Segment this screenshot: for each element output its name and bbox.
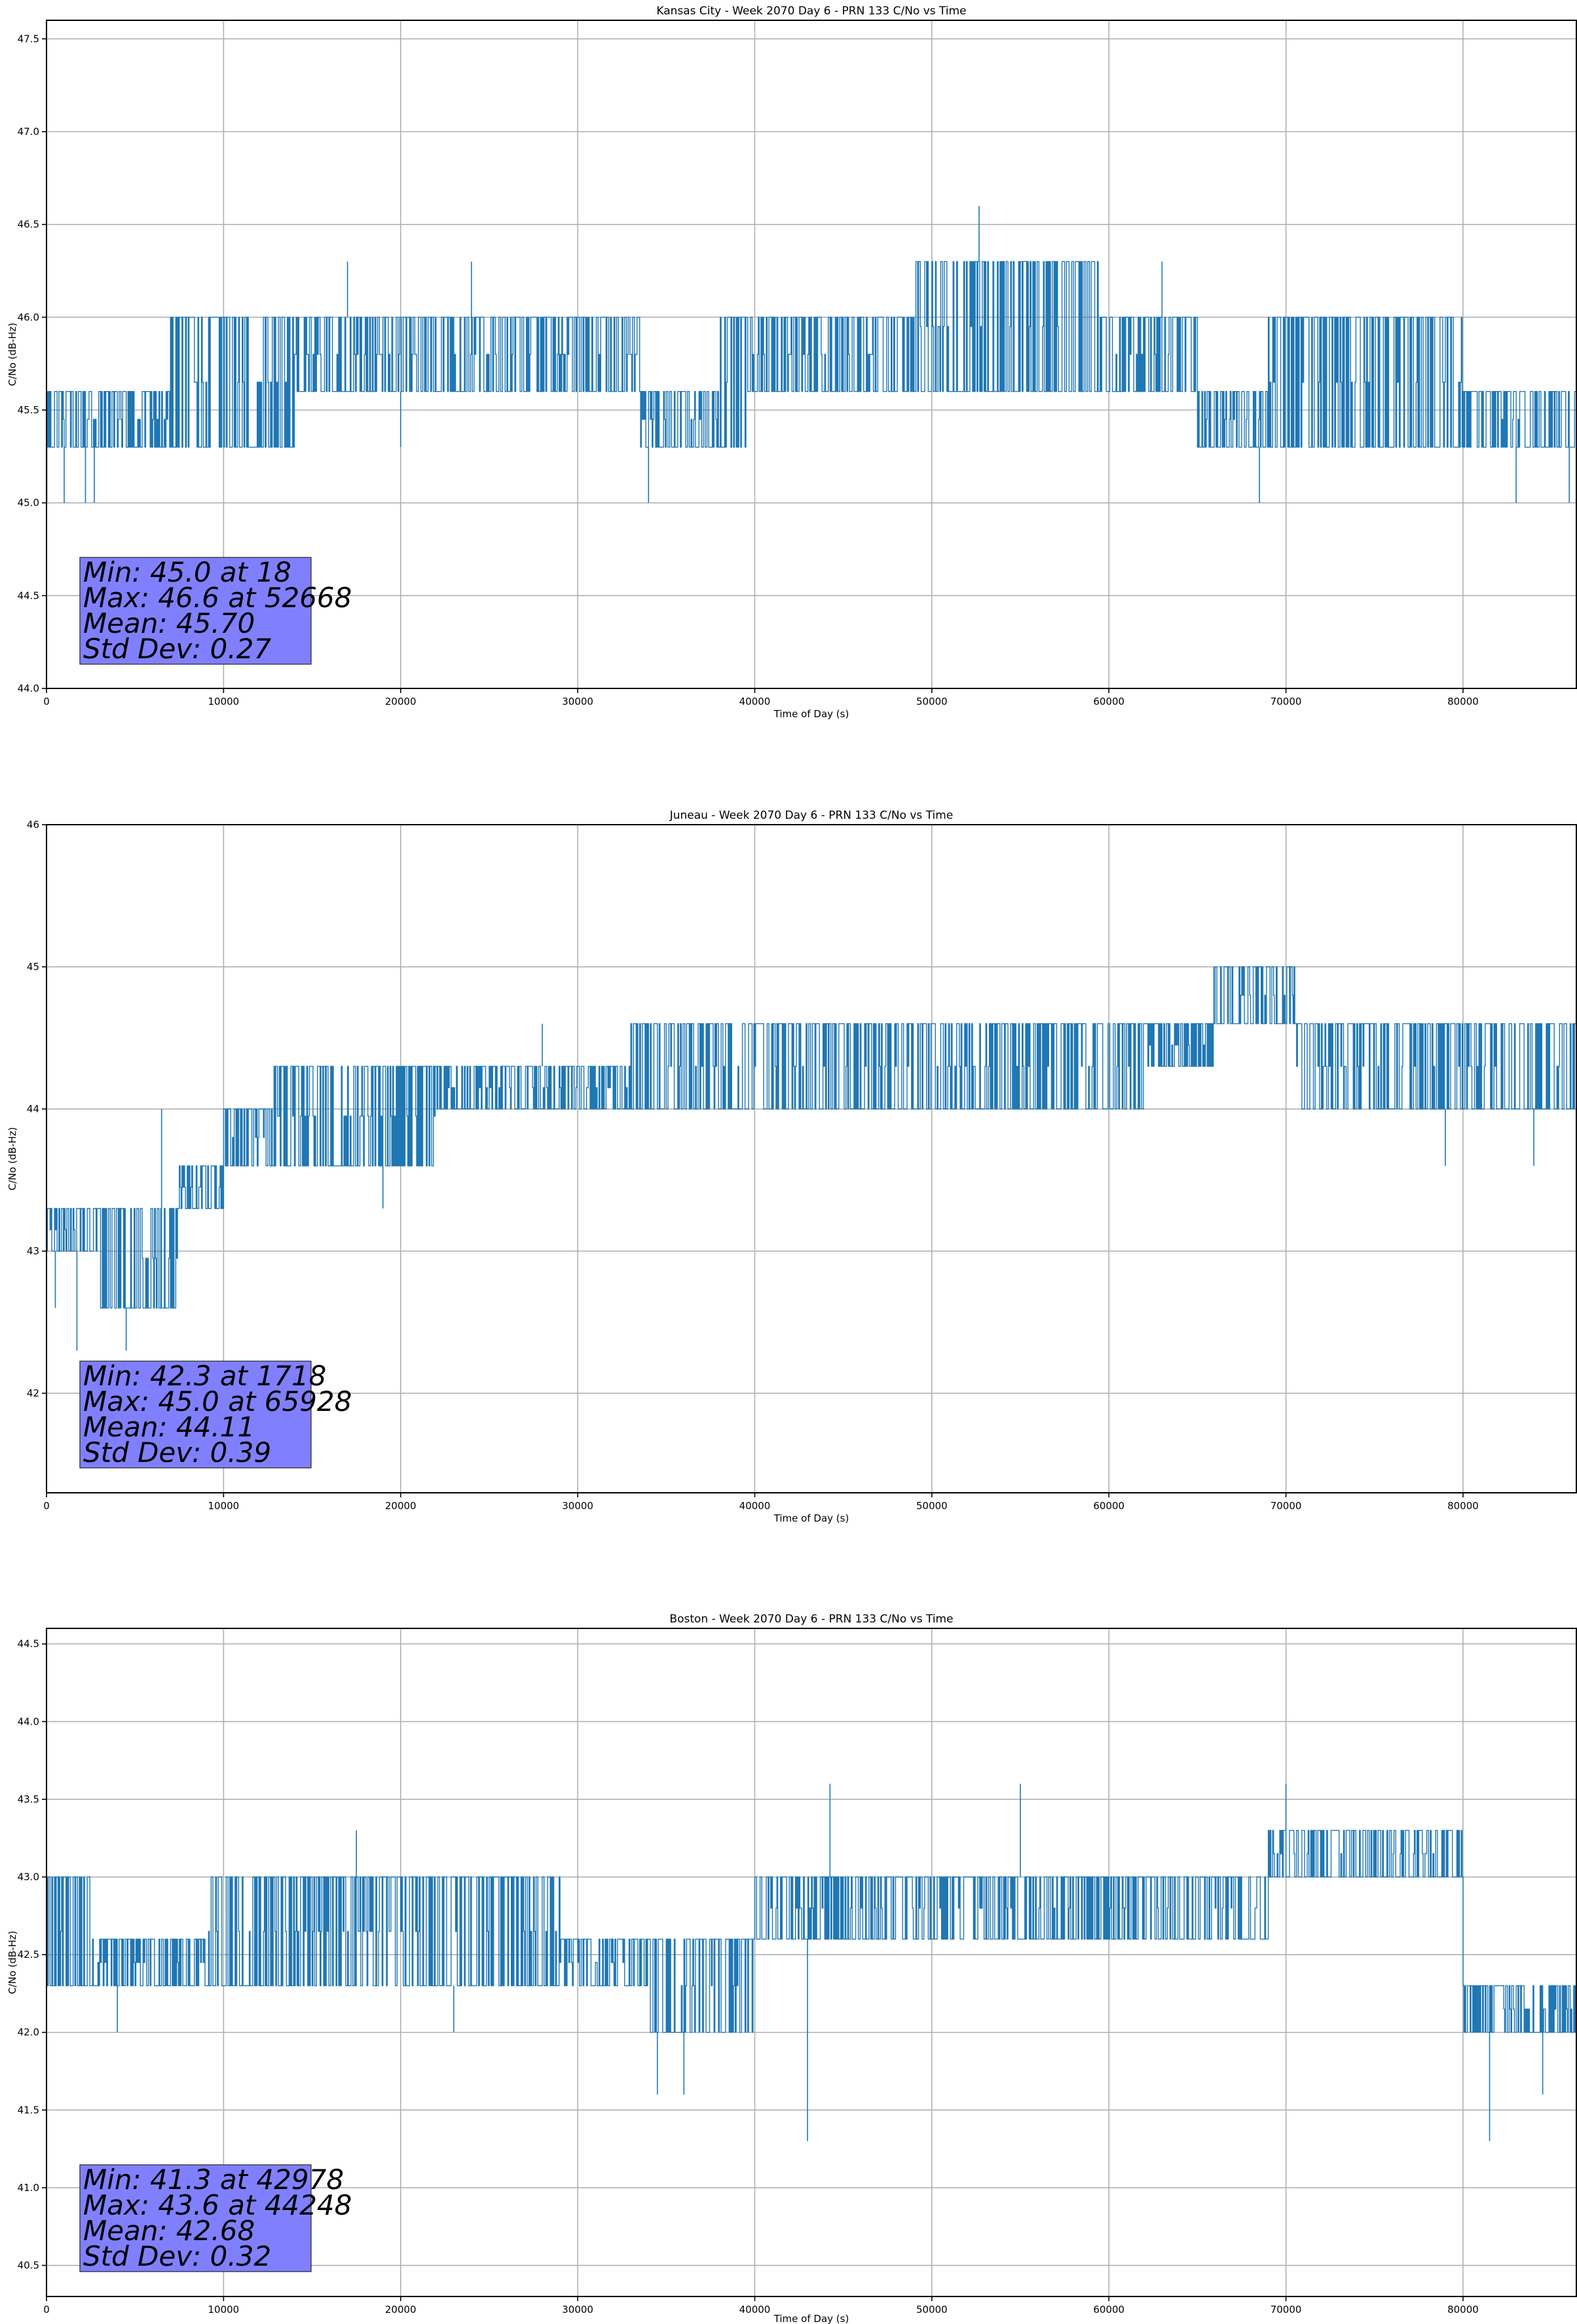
axis-ticks: 0 10000 20000 30000 40000 50000 60000 70000 8000… (18, 33, 1479, 707)
plot-frame (46, 20, 1577, 689)
x-tick-label: 80000 (1447, 1500, 1479, 1512)
y-tick-label: 45.0 (18, 497, 39, 509)
y-tick-label: 41.0 (18, 2182, 39, 2194)
y-tick-label: 43.5 (18, 1793, 39, 1805)
stats-min: Min: 45.0 at 18 (83, 556, 291, 588)
x-tick-label: 70000 (1271, 2304, 1302, 2315)
x-tick-label: 20000 (385, 2304, 417, 2315)
stats-box-background (79, 1360, 312, 1469)
x-tick-label: 40000 (739, 1500, 771, 1512)
y-tick-label: 47.0 (18, 126, 39, 138)
x-axis-label: Time of Day (s) (773, 2313, 849, 2324)
y-tick-label: 44 (27, 1103, 39, 1115)
y-tick-label: 47.5 (18, 33, 39, 45)
chart-title: Juneau - Week 2070 Day 6 - PRN 133 C/No … (669, 809, 954, 822)
x-tick-label: 40000 (739, 2304, 771, 2315)
boston-chart: Boston - Week 2070 Day 6 - PRN 133 C/No … (7, 1613, 1577, 2324)
y-tick-label: 46.5 (18, 219, 39, 231)
y-tick-label: 45 (27, 961, 39, 973)
x-tick-label: 10000 (208, 2304, 240, 2315)
x-axis-label: Time of Day (s) (773, 708, 849, 720)
x-tick-label: 0 (43, 1500, 50, 1512)
y-tick-label: 44.5 (18, 590, 39, 601)
stats-max: Max: 43.6 at 44248 (83, 2189, 352, 2221)
stats-mean: Mean: 44.11 (83, 1411, 255, 1443)
x-tick-label: 20000 (385, 696, 417, 707)
x-tick-label: 30000 (562, 696, 593, 707)
y-tick-label: 43.0 (18, 1871, 39, 1883)
cno-trace (46, 966, 1577, 1309)
x-axis-label: Time of Day (s) (773, 1512, 849, 1524)
stats-std-dev: Std Dev: 0.27 (83, 633, 271, 665)
x-tick-label: 70000 (1271, 696, 1302, 707)
x-tick-label: 50000 (916, 696, 948, 707)
stats-box-background (79, 2164, 312, 2272)
y-tick-label: 43 (27, 1245, 39, 1257)
y-tick-label: 42.0 (18, 2027, 39, 2038)
kansas-city-chart: Kansas City - Week 2070 Day 6 - PRN 133 … (7, 5, 1577, 720)
x-tick-label: 80000 (1447, 696, 1479, 707)
juneau-chart: Juneau - Week 2070 Day 6 - PRN 133 C/No … (7, 809, 1577, 1524)
stats-max: Max: 46.6 at 52668 (83, 582, 352, 614)
y-tick-label: 44.0 (18, 683, 39, 694)
y-tick-label: 44.5 (18, 1638, 39, 1650)
axis-ticks: 0 10000 20000 30000 40000 50000 60000 70000 8000… (18, 1638, 1479, 2315)
y-tick-label: 45.5 (18, 404, 39, 416)
stats-box: Min: 42.3 at 1718 Max: 45.0 at 65928 Mea… (79, 1360, 352, 1469)
stats-min: Min: 41.3 at 42978 (83, 2164, 344, 2196)
x-tick-label: 60000 (1093, 696, 1124, 707)
plot-frame (46, 824, 1577, 1493)
stats-box-background (79, 557, 312, 665)
x-tick-label: 60000 (1093, 1500, 1124, 1512)
y-tick-label: 41.5 (18, 2104, 39, 2116)
stats-std-dev: Std Dev: 0.39 (83, 1436, 271, 1469)
y-tick-label: 44.0 (18, 1715, 39, 1727)
stats-box: Min: 45.0 at 18 Max: 46.6 at 52668 Mean:… (79, 556, 352, 665)
chart-title: Kansas City - Week 2070 Day 6 - PRN 133 … (656, 5, 966, 18)
x-tick-label: 0 (43, 2304, 50, 2315)
cno-series-line (46, 966, 1577, 1351)
cno-trace (46, 261, 1577, 448)
axis-ticks: 0 10000 20000 30000 40000 50000 60000 70000 8000… (27, 819, 1479, 1512)
stats-box: Min: 41.3 at 42978 Max: 43.6 at 44248 Me… (79, 2164, 352, 2272)
cno-series-line (46, 1784, 1576, 2141)
x-tick-label: 80000 (1447, 2304, 1479, 2315)
x-tick-label: 40000 (739, 696, 771, 707)
x-tick-label: 10000 (208, 696, 240, 707)
x-tick-label: 30000 (562, 1500, 593, 1512)
cno-trace (46, 1829, 1576, 2033)
x-tick-label: 50000 (916, 1500, 948, 1512)
chart-title: Boston - Week 2070 Day 6 - PRN 133 C/No … (669, 1613, 953, 1626)
x-tick-label: 10000 (208, 1500, 240, 1512)
x-tick-label: 20000 (385, 1500, 417, 1512)
stats-mean: Mean: 45.70 (83, 607, 255, 639)
y-tick-label: 46.0 (18, 311, 39, 323)
y-axis-label: C/No (dB-Hz) (7, 1931, 18, 1995)
y-tick-label: 40.5 (18, 2260, 39, 2272)
stats-std-dev: Std Dev: 0.32 (83, 2240, 271, 2272)
stats-min: Min: 42.3 at 1718 (83, 1360, 326, 1392)
x-tick-label: 50000 (916, 2304, 948, 2315)
x-tick-label: 70000 (1271, 1500, 1302, 1512)
x-tick-label: 30000 (562, 2304, 593, 2315)
y-tick-label: 46 (27, 819, 39, 831)
stats-max: Max: 45.0 at 65928 (83, 1385, 352, 1417)
x-tick-label: 60000 (1093, 2304, 1124, 2315)
y-axis-label: C/No (dB-Hz) (7, 323, 18, 386)
plot-frame (46, 1628, 1577, 2297)
y-tick-label: 42.5 (18, 1949, 39, 1960)
y-axis-label: C/No (dB-Hz) (7, 1127, 18, 1191)
x-tick-label: 0 (43, 696, 50, 707)
stats-mean: Mean: 42.68 (83, 2215, 255, 2247)
y-tick-label: 42 (27, 1387, 39, 1399)
